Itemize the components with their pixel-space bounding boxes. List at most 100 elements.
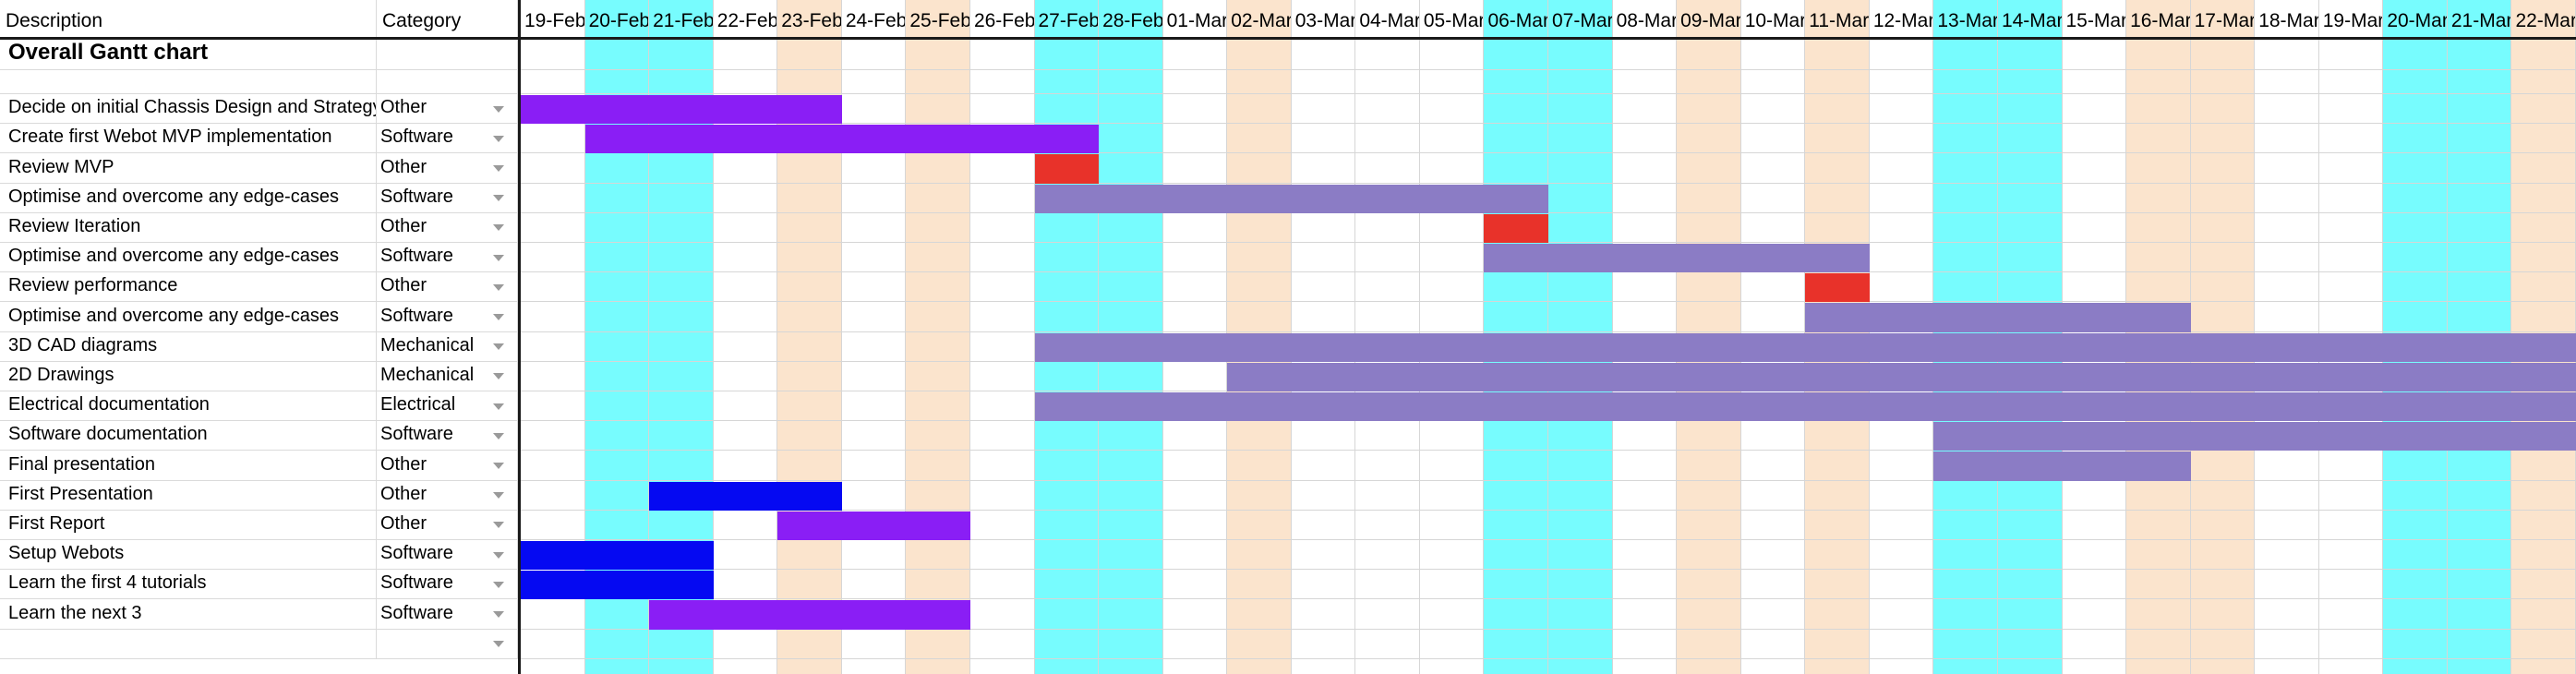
- date-header-cell[interactable]: 12-Mar: [1869, 0, 1934, 38]
- task-category-dropdown[interactable]: Software: [377, 570, 518, 600]
- task-category-dropdown[interactable]: Other: [377, 510, 518, 540]
- header-category[interactable]: Category: [377, 0, 518, 38]
- date-header-cell[interactable]: 15-Mar: [2062, 0, 2127, 38]
- task-category-dropdown[interactable]: Mechanical: [377, 361, 518, 391]
- date-header-cell[interactable]: 08-Mar: [1612, 0, 1678, 38]
- chevron-down-icon[interactable]: [493, 195, 504, 202]
- task-category-dropdown[interactable]: Software: [377, 540, 518, 571]
- task-description-cell[interactable]: Decide on initial Chassis Design and Str…: [0, 94, 377, 125]
- chevron-down-icon[interactable]: [493, 403, 504, 410]
- date-header-cell[interactable]: 14-Mar: [1997, 0, 2063, 38]
- date-header-cell[interactable]: 26-Feb: [969, 0, 1035, 38]
- task-category-dropdown[interactable]: Other: [377, 212, 518, 243]
- date-header-cell[interactable]: 25-Feb: [906, 0, 970, 38]
- date-header-cell[interactable]: 11-Mar: [1805, 0, 1870, 38]
- date-header-cell[interactable]: 09-Mar: [1677, 0, 1741, 38]
- date-header-cell[interactable]: 22-Feb: [713, 0, 778, 38]
- date-header-cell[interactable]: 28-Feb: [1099, 0, 1163, 38]
- date-header-label: 28-Feb: [1102, 10, 1163, 31]
- task-category-dropdown[interactable]: Software: [377, 124, 518, 154]
- frozen-row-divider[interactable]: [0, 37, 2576, 40]
- task-category-dropdown[interactable]: Software: [377, 599, 518, 630]
- task-description-cell[interactable]: 3D CAD diagrams: [0, 331, 377, 362]
- date-header-cell[interactable]: 20-Feb: [584, 0, 650, 38]
- blank-cell[interactable]: [0, 70, 377, 94]
- task-category-dropdown[interactable]: Mechanical: [377, 331, 518, 362]
- chevron-down-icon[interactable]: [493, 164, 504, 172]
- date-header-cell[interactable]: 01-Mar: [1162, 0, 1228, 38]
- date-header-cell[interactable]: 03-Mar: [1291, 0, 1356, 38]
- date-header-cell[interactable]: 20-Mar: [2383, 0, 2448, 38]
- task-category-dropdown[interactable]: Software: [377, 183, 518, 213]
- chevron-down-icon[interactable]: [493, 343, 504, 351]
- task-description-cell[interactable]: Electrical documentation: [0, 391, 377, 422]
- task-category-dropdown[interactable]: Other: [377, 451, 518, 481]
- task-category-dropdown[interactable]: Software: [377, 243, 518, 273]
- date-header-cell[interactable]: 13-Mar: [1933, 0, 1998, 38]
- date-header-cell[interactable]: 21-Feb: [649, 0, 714, 38]
- task-category-dropdown[interactable]: Other: [377, 94, 518, 125]
- date-header-cell[interactable]: 21-Mar: [2447, 0, 2512, 38]
- task-description-cell[interactable]: Setup Webots: [0, 540, 377, 571]
- chevron-down-icon[interactable]: [493, 492, 504, 499]
- header-description[interactable]: Description: [0, 0, 377, 38]
- task-description-cell[interactable]: First Report: [0, 510, 377, 540]
- task-category-dropdown[interactable]: Electrical: [377, 391, 518, 422]
- chevron-down-icon[interactable]: [493, 432, 504, 439]
- task-description-cell[interactable]: Optimise and overcome any edge-cases: [0, 243, 377, 273]
- date-header-cell[interactable]: 04-Mar: [1355, 0, 1420, 38]
- task-description-cell[interactable]: Review performance: [0, 272, 377, 303]
- task-description-cell[interactable]: Final presentation: [0, 451, 377, 481]
- blank-cell[interactable]: [377, 70, 518, 94]
- date-header-cell[interactable]: 06-Mar: [1484, 0, 1548, 38]
- date-header-cell[interactable]: 05-Mar: [1419, 0, 1485, 38]
- chevron-down-icon[interactable]: [493, 522, 504, 529]
- task-description-cell[interactable]: Learn the next 3: [0, 599, 377, 630]
- task-description-cell[interactable]: First Presentation: [0, 480, 377, 511]
- chevron-down-icon[interactable]: [493, 551, 504, 559]
- task-description-cell[interactable]: [0, 629, 377, 659]
- date-header-cell[interactable]: 16-Mar: [2126, 0, 2191, 38]
- chevron-down-icon[interactable]: [493, 462, 504, 469]
- task-description-cell[interactable]: Create first Webot MVP implementation: [0, 124, 377, 154]
- task-category-dropdown[interactable]: Other: [377, 153, 518, 184]
- date-header-label: 17-Mar: [2194, 10, 2256, 31]
- task-description-cell[interactable]: Review Iteration: [0, 212, 377, 243]
- date-header-cell[interactable]: 19-Feb: [521, 0, 585, 38]
- title-cell[interactable]: Overall Gantt chart: [0, 40, 377, 70]
- task-description-cell[interactable]: Optimise and overcome any edge-cases: [0, 302, 377, 332]
- chevron-down-icon[interactable]: [493, 283, 504, 291]
- task-category-dropdown[interactable]: Software: [377, 302, 518, 332]
- title-category-cell[interactable]: [377, 40, 518, 70]
- date-header-cell[interactable]: 19-Mar: [2318, 0, 2384, 38]
- task-category-dropdown[interactable]: Other: [377, 272, 518, 303]
- task-description-cell[interactable]: Learn the first 4 tutorials: [0, 570, 377, 600]
- chevron-down-icon[interactable]: [493, 135, 504, 142]
- frozen-column-divider[interactable]: [518, 0, 521, 674]
- task-category-dropdown[interactable]: [377, 629, 518, 659]
- task-description-cell[interactable]: Optimise and overcome any edge-cases: [0, 183, 377, 213]
- date-header-cell[interactable]: 23-Feb: [777, 0, 842, 38]
- date-header-cell[interactable]: 07-Mar: [1548, 0, 1613, 38]
- chevron-down-icon[interactable]: [493, 373, 504, 380]
- task-description-cell[interactable]: 2D Drawings: [0, 361, 377, 391]
- task-category-dropdown[interactable]: Software: [377, 421, 518, 451]
- date-header-cell[interactable]: 17-Mar: [2190, 0, 2256, 38]
- chevron-down-icon[interactable]: [493, 224, 504, 232]
- chevron-down-icon[interactable]: [493, 610, 504, 618]
- task-category-dropdown[interactable]: Other: [377, 480, 518, 511]
- date-header-cell[interactable]: 10-Mar: [1740, 0, 1806, 38]
- task-description-cell[interactable]: Software documentation: [0, 421, 377, 451]
- date-header-cell[interactable]: 22-Mar: [2511, 0, 2576, 38]
- chevron-down-icon[interactable]: [493, 641, 504, 648]
- date-header-cell[interactable]: 02-Mar: [1227, 0, 1292, 38]
- chevron-down-icon[interactable]: [493, 581, 504, 588]
- date-header-cell[interactable]: 24-Feb: [841, 0, 907, 38]
- date-header-label: 07-Mar: [1552, 10, 1613, 31]
- chevron-down-icon[interactable]: [493, 105, 504, 113]
- chevron-down-icon[interactable]: [493, 313, 504, 320]
- date-header-cell[interactable]: 27-Feb: [1034, 0, 1100, 38]
- chevron-down-icon[interactable]: [493, 254, 504, 261]
- task-description-cell[interactable]: Review MVP: [0, 153, 377, 184]
- date-header-cell[interactable]: 18-Mar: [2255, 0, 2319, 38]
